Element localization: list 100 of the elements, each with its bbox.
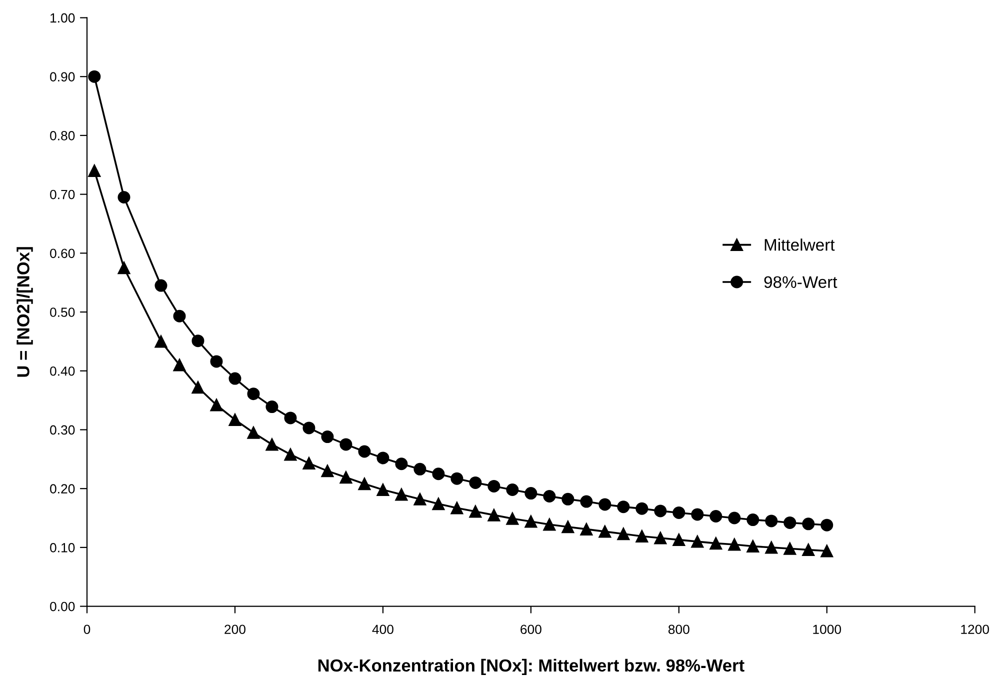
point <box>784 516 796 529</box>
y-tick-label: 0.20 <box>50 484 75 494</box>
point <box>192 381 204 394</box>
point <box>321 430 334 444</box>
point <box>432 498 445 510</box>
y-tick-label: 1.00 <box>50 13 75 23</box>
point <box>636 502 648 515</box>
point <box>302 457 316 470</box>
point <box>765 514 778 528</box>
point <box>562 492 574 506</box>
point <box>746 514 760 526</box>
point <box>598 525 612 538</box>
point <box>710 537 722 550</box>
point <box>506 512 519 525</box>
point <box>802 544 815 556</box>
point <box>321 464 334 478</box>
point <box>488 508 500 522</box>
x-tick-label: 600 <box>520 624 542 634</box>
y-tick-label: 0.60 <box>50 248 75 258</box>
x-tick-label: 800 <box>668 624 690 634</box>
point <box>636 530 648 543</box>
y-tick-label: 0.70 <box>50 190 75 200</box>
y-tick-label: 0.90 <box>50 72 75 82</box>
y-tick-label: 0.40 <box>50 366 75 376</box>
point <box>469 476 482 489</box>
point <box>543 518 556 531</box>
point <box>728 538 741 551</box>
point <box>284 412 297 424</box>
y-tick-label: 0.00 <box>50 602 75 612</box>
point <box>247 388 260 400</box>
point <box>395 458 408 470</box>
point <box>598 498 612 511</box>
point <box>376 452 390 464</box>
y-tick-label: 0.80 <box>50 131 75 140</box>
point <box>654 532 667 544</box>
point <box>340 471 352 484</box>
point <box>469 505 482 518</box>
point <box>450 472 464 485</box>
point <box>580 522 593 536</box>
point <box>302 422 316 434</box>
point <box>710 510 722 522</box>
y-tick-label: 0.50 <box>50 308 75 317</box>
point <box>562 520 574 534</box>
point <box>210 398 223 412</box>
point <box>654 504 667 518</box>
point <box>210 355 223 368</box>
point <box>820 518 834 532</box>
legend-label: 98%-Wert <box>764 276 838 288</box>
point <box>88 164 101 178</box>
point <box>784 542 796 555</box>
point <box>173 310 186 322</box>
legend-label: Mittelwert <box>764 238 835 251</box>
point <box>154 279 168 292</box>
point <box>450 502 464 514</box>
point <box>340 438 352 451</box>
point <box>524 515 538 528</box>
point <box>506 484 519 496</box>
point <box>358 445 371 458</box>
point <box>266 438 278 451</box>
point <box>192 334 204 348</box>
point <box>617 528 630 540</box>
x-tick-label: 1000 <box>813 624 842 634</box>
point <box>228 372 242 385</box>
point <box>228 413 242 426</box>
point <box>524 487 538 500</box>
point <box>414 492 426 506</box>
x-tick-label: 1200 <box>961 624 989 634</box>
point <box>247 426 260 439</box>
y-tick-label: 0.10 <box>50 543 75 552</box>
y-axis-title: U = [NO2]/[NOx] <box>16 247 33 377</box>
point <box>154 335 168 348</box>
point <box>820 544 834 558</box>
point <box>414 462 426 476</box>
point <box>173 358 186 372</box>
point <box>118 190 130 204</box>
point <box>432 468 445 480</box>
point <box>488 480 500 492</box>
y-tick-label: 0.30 <box>50 425 75 435</box>
x-tick-label: 0 <box>84 624 90 634</box>
point <box>395 488 408 501</box>
x-tick-label: 400 <box>372 624 394 634</box>
point <box>691 535 704 548</box>
point <box>358 478 371 490</box>
point <box>728 512 741 524</box>
point <box>118 262 130 274</box>
point <box>266 400 278 414</box>
x-tick-label: 200 <box>224 624 246 634</box>
point <box>672 506 686 519</box>
point <box>284 448 297 461</box>
point <box>746 540 760 553</box>
point <box>617 500 630 514</box>
point <box>376 484 390 496</box>
point <box>765 541 778 554</box>
point <box>580 495 593 508</box>
point <box>672 534 686 546</box>
point <box>88 70 101 83</box>
point <box>691 508 704 521</box>
point <box>802 518 815 530</box>
x-axis-title: NOx-Konzentration [NOx]: Mittelwert bzw. 98%-Wert <box>318 658 744 676</box>
point <box>543 490 556 502</box>
